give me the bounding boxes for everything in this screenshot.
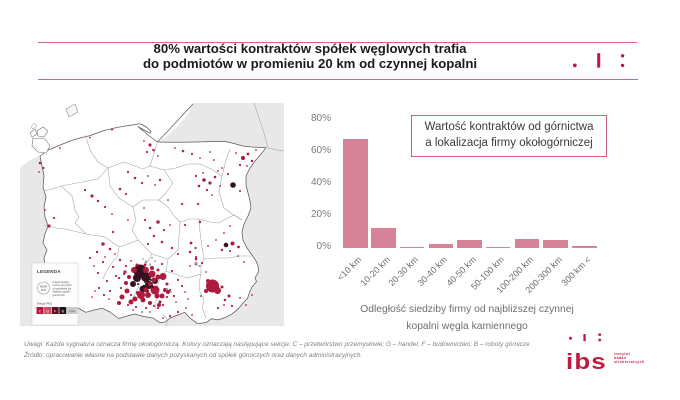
svg-text:śląskich spółek: śląskich spółek bbox=[53, 290, 71, 294]
svg-text:B: B bbox=[62, 309, 65, 313]
svg-text:600M: 600M bbox=[40, 285, 48, 289]
svg-text:PLN: PLN bbox=[41, 288, 46, 292]
svg-text:roczny przychód: roczny przychód bbox=[53, 283, 72, 287]
svg-text:górniczych: górniczych bbox=[53, 293, 66, 297]
svg-text:C: C bbox=[39, 309, 42, 313]
svg-text:LEGENDA: LEGENDA bbox=[37, 269, 61, 274]
svg-text:z kontraktów dla: z kontraktów dla bbox=[53, 286, 72, 290]
svg-text:Sekcja PKD: Sekcja PKD bbox=[37, 302, 52, 306]
svg-text:G: G bbox=[46, 309, 49, 313]
svg-text:F: F bbox=[54, 309, 56, 313]
svg-text:prognozowany: prognozowany bbox=[53, 280, 71, 284]
svg-text:Inne: Inne bbox=[69, 309, 75, 313]
